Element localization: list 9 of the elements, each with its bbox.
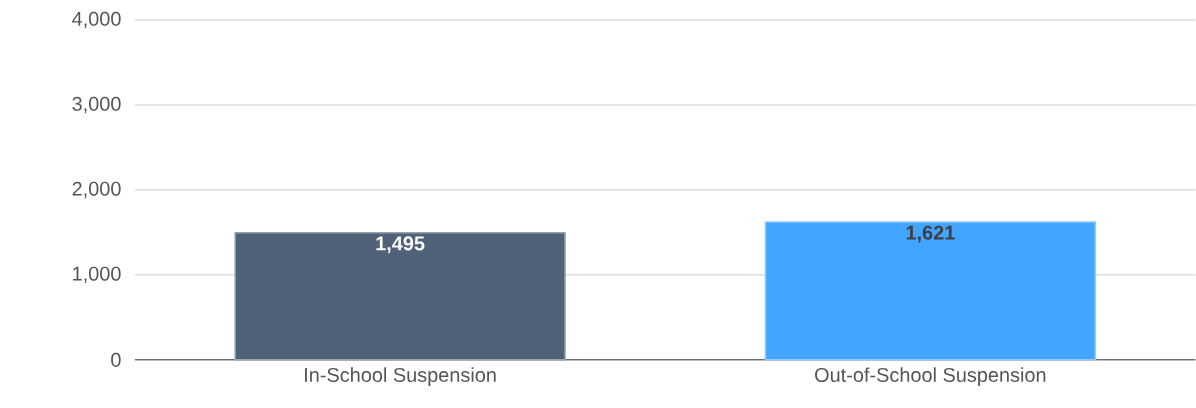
data-label: 1,621 [906, 225, 955, 243]
data-label: 1,495 [376, 236, 425, 254]
x-tick-label: In-School Suspension [305, 367, 496, 387]
y-tick-label: 2,000 [72, 181, 121, 199]
y-tick-label: 0 [111, 352, 121, 367]
y-tick-label: 4,000 [72, 11, 121, 29]
y-tick-label: 3,000 [72, 96, 121, 114]
x-tick-label: Out-of-School Suspension [815, 367, 1046, 387]
y-tick-label: 1,000 [73, 266, 121, 284]
